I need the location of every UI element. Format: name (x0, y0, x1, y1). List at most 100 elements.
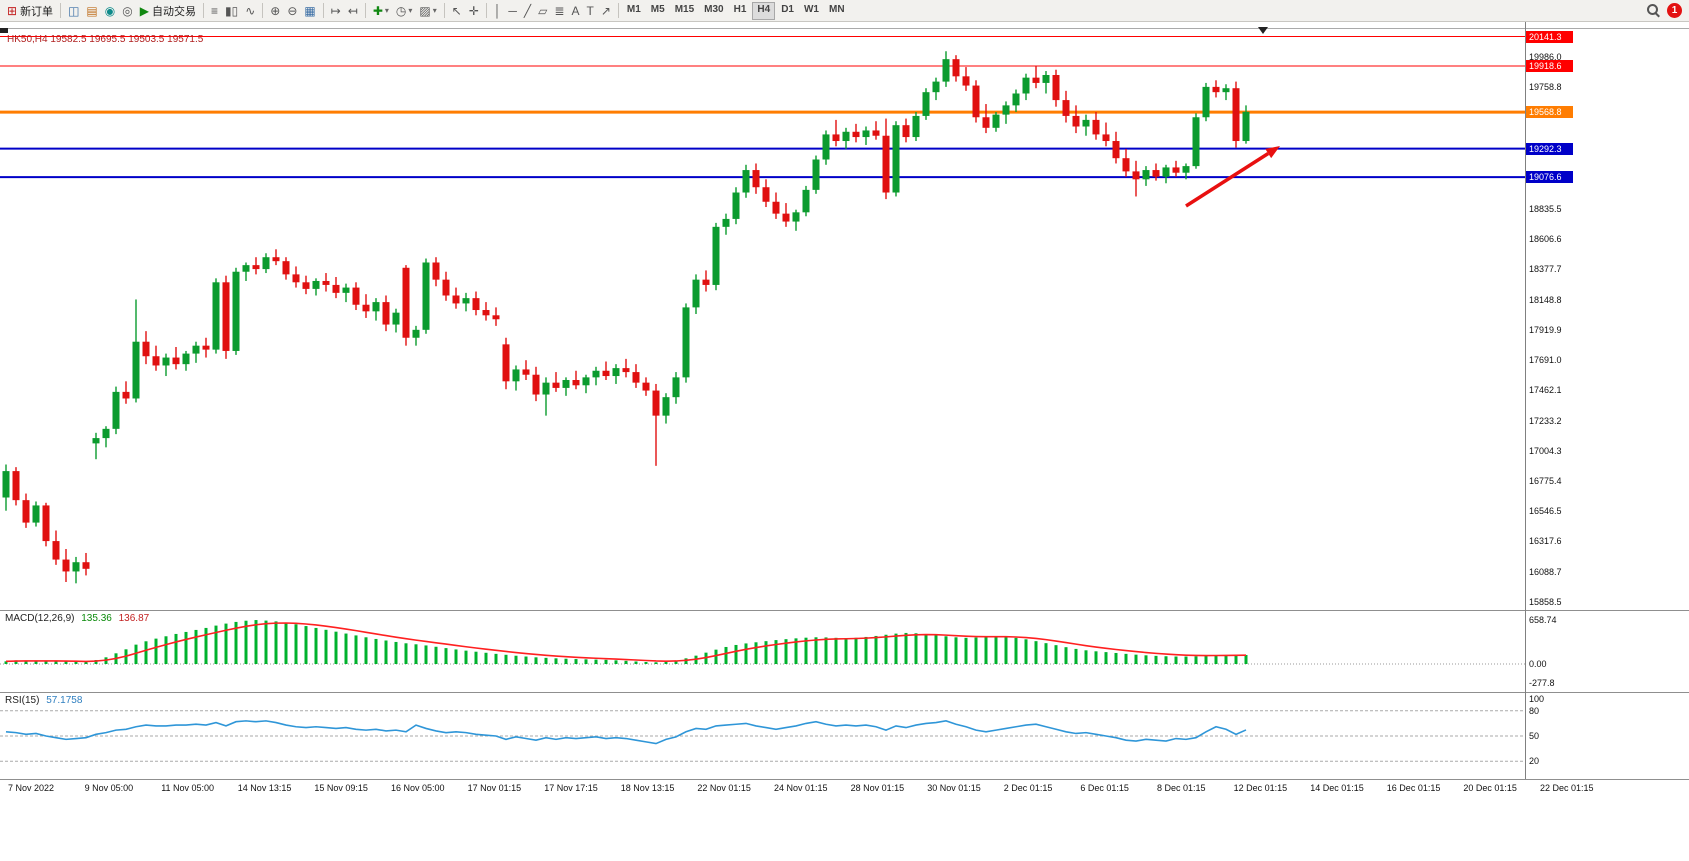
candle-body (1222, 88, 1230, 93)
time-axis-label: 28 Nov 01:15 (850, 783, 905, 793)
rsi-indicator-label: RSI(15) 57.1758 (5, 695, 82, 706)
candle-body (1122, 158, 1130, 172)
candle-body (142, 341, 150, 357)
new-order-button[interactable]: ⊞ 新订单 (4, 2, 56, 20)
timeframe-button-m15[interactable]: M15 (674, 3, 695, 15)
macd-panel-svg (0, 620, 1525, 665)
text-tool-icon: A (571, 3, 580, 18)
time-axis-label: 9 Nov 05:00 (84, 783, 134, 793)
macd-axis-label: 0.00 (1529, 659, 1547, 669)
trend-arrow-head[interactable] (1265, 146, 1280, 159)
main-chart-svg[interactable] (0, 28, 1525, 610)
candle-body (632, 372, 640, 383)
candle-body (612, 368, 620, 377)
crosshair-button[interactable]: ✛ (466, 2, 482, 20)
zoom-out-button[interactable]: ⊖ (284, 2, 300, 20)
auto-scroll-button[interactable]: ↦ (328, 2, 344, 20)
timeframe-button-h1[interactable]: H1 (733, 3, 747, 15)
chart-candles-button[interactable]: ▮▯ (222, 2, 241, 20)
auto-trading-button[interactable]: ▶ 自动交易 (137, 2, 199, 20)
timeframe-button-m30[interactable]: M30 (704, 3, 724, 15)
candle-body (472, 298, 480, 311)
candle-body (982, 117, 990, 128)
navigator-button[interactable]: ◎ (119, 2, 135, 20)
candle-body (992, 114, 1000, 128)
tile-windows-button[interactable]: ▦ (301, 2, 318, 20)
time-axis-label: 11 Nov 05:00 (161, 783, 215, 793)
rsi-value: 57.1758 (46, 695, 83, 706)
rsi-panel-splitter[interactable] (0, 692, 1689, 693)
candlestick-chart-icon: ▮▯ (224, 3, 239, 18)
market-watch-button[interactable]: ◉ (102, 2, 118, 20)
candle-body (1102, 134, 1110, 142)
candle-body (912, 115, 920, 138)
indicators-button[interactable]: ✚ ▾ (370, 2, 392, 20)
label-button[interactable]: T (583, 2, 596, 20)
price-axis-label: 17233.2 (1529, 415, 1562, 426)
price-axis-label: 19986.0 (1529, 52, 1562, 63)
chart-begin-marker (0, 28, 8, 33)
timeframe-button-mn[interactable]: MN (828, 3, 845, 15)
rsi-axis-label: 80 (1529, 705, 1540, 716)
price-axis-label: 17462.1 (1529, 385, 1562, 396)
trend-arrow[interactable] (1185, 152, 1270, 208)
periods-button[interactable]: ◷ ▾ (393, 2, 416, 20)
zoom-in-button[interactable]: ⊕ (267, 2, 283, 20)
candle-body (1232, 88, 1240, 142)
candle-body (382, 302, 390, 325)
notification-badge[interactable]: 1 (1667, 3, 1682, 18)
toolbar: ⊞ 新订单 ◫ ▤ ◉ ◎ ▶ 自动交易 ≡ ▮▯ ∿ ⊕ ⊖ ▦ ↦ ↤ ✚ ▾… (0, 0, 1689, 22)
macd-signal-value: 136.87 (118, 613, 150, 624)
arrow-tool-button[interactable]: ↗ (598, 2, 614, 20)
new-chart-button[interactable]: ◫ (65, 2, 82, 20)
timeframe-button-w1[interactable]: W1 (803, 3, 819, 15)
chart-bars-button[interactable]: ≡ (208, 2, 221, 20)
profiles-button[interactable]: ▤ (83, 2, 100, 20)
timeframe-button-h4[interactable]: H4 (752, 1, 776, 20)
candle-body (82, 562, 90, 569)
rsi-name: RSI(15) (5, 695, 40, 706)
search-button[interactable] (1644, 2, 1663, 20)
price-line-badge: 19292.3 (1526, 142, 1573, 155)
fibonacci-button[interactable]: ≣ (551, 2, 567, 20)
candle-body (932, 81, 940, 93)
toolbar-divider (485, 3, 487, 18)
candle-body (292, 274, 300, 283)
cursor-button[interactable]: ↖ (449, 2, 465, 20)
chart-shift-marker[interactable] (1258, 27, 1268, 34)
timeframe-button-m1[interactable]: M1 (626, 3, 641, 15)
chart-shift-button[interactable]: ↤ (345, 2, 361, 20)
rsi-axis-label: 100 (1529, 694, 1545, 704)
candle-body (962, 76, 970, 86)
candle-body (242, 265, 250, 272)
candle-body (642, 382, 650, 391)
timeframe-button-m5[interactable]: M5 (650, 3, 665, 15)
candle-body (172, 357, 180, 365)
candle-body (1022, 77, 1030, 94)
vertical-line-button[interactable]: │ (491, 2, 505, 20)
candle-body (1002, 105, 1010, 115)
horizontal-line-button[interactable]: ─ (505, 2, 520, 20)
rsi-line (5, 720, 1247, 745)
candle-body (342, 287, 350, 293)
new-order-icon: ⊞ (7, 3, 18, 18)
candle-body (272, 257, 280, 262)
macd-panel-splitter[interactable] (0, 610, 1689, 611)
time-scale[interactable]: 7 Nov 2022 9 Nov 05:00 11 Nov 05:00 14 Nov … (0, 780, 1689, 798)
chart-line-button[interactable]: ∿ (242, 2, 258, 20)
trendline-button[interactable]: ╱ (521, 2, 534, 20)
price-axis-label: 16546.5 (1529, 506, 1562, 517)
price-scale[interactable]: 19986.0 19758.8 18835.5 18606.6 18377.7 18148… (1526, 22, 1689, 779)
channel-button[interactable]: ▱ (535, 2, 550, 20)
time-axis-label: 17 Nov 01:15 (467, 783, 522, 793)
timeframe-button-d1[interactable]: D1 (781, 3, 794, 15)
candle-body (132, 341, 140, 399)
candle-body (452, 295, 460, 304)
new-order-label: 新订单 (20, 5, 54, 18)
price-line-badge: 19568.8 (1526, 106, 1573, 119)
text-button[interactable]: A (568, 2, 582, 20)
candle-body (1092, 119, 1100, 135)
candle-body (1182, 166, 1190, 173)
rsi-axis-label: 50 (1529, 731, 1540, 741)
templates-button[interactable]: ▨ ▾ (416, 2, 439, 20)
